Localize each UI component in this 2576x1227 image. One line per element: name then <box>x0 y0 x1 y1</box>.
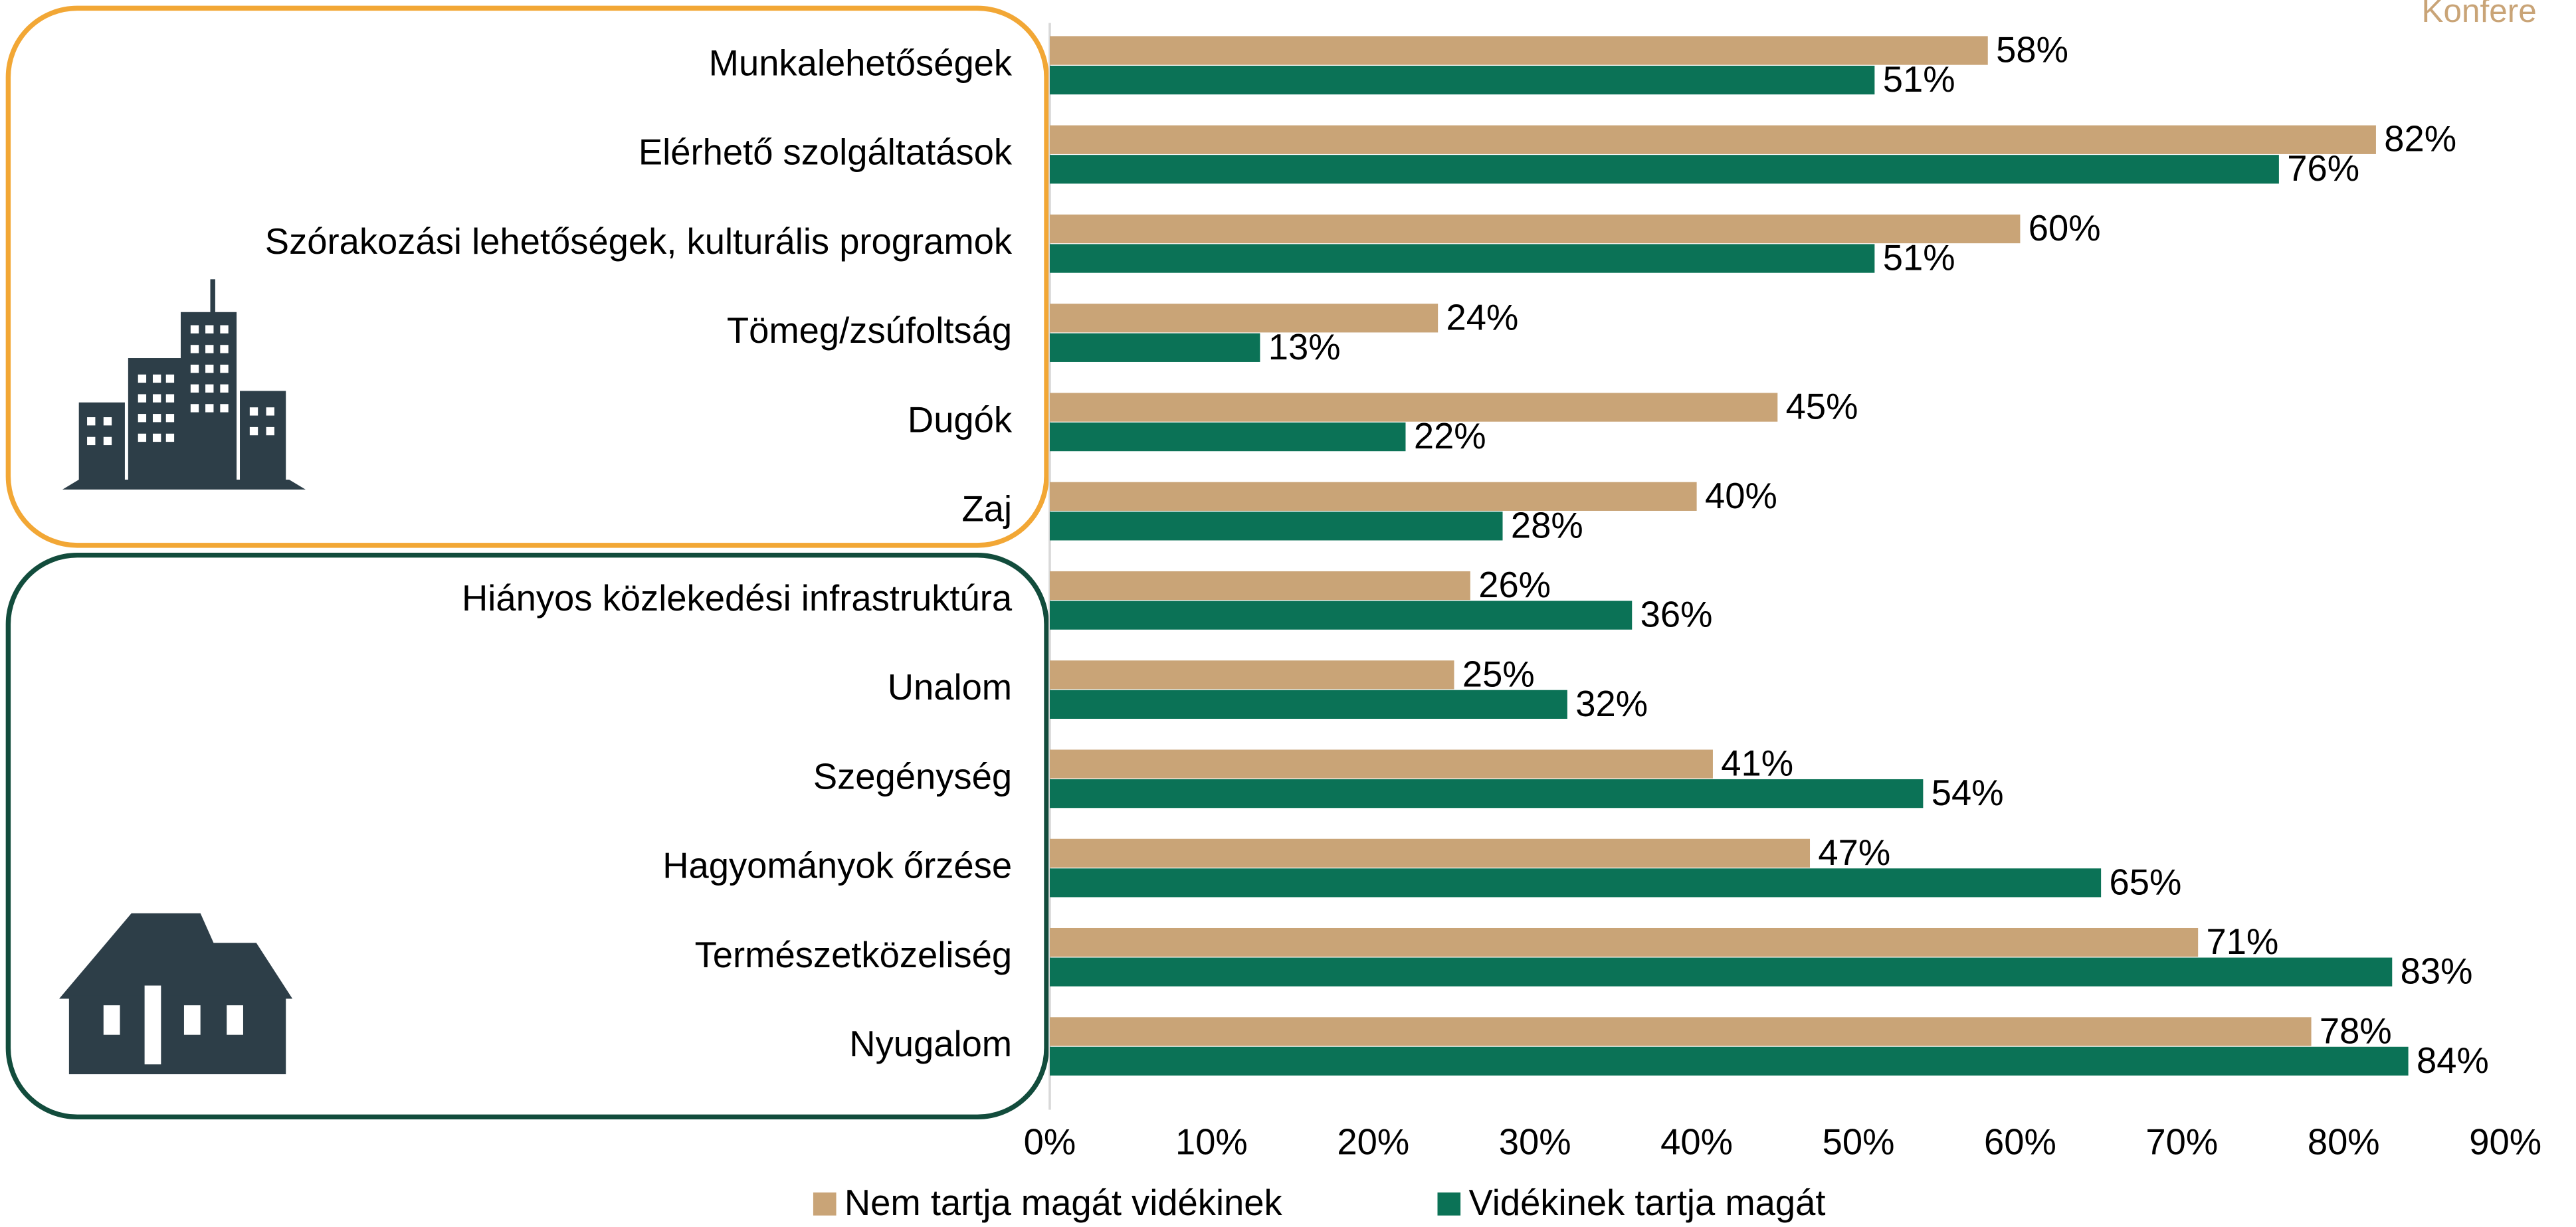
category-label: Dugók <box>908 399 1013 440</box>
bar <box>1049 65 1875 95</box>
value-label: 32% <box>1575 684 1648 724</box>
x-tick-label: 60% <box>1984 1122 2056 1163</box>
value-label: 25% <box>1462 654 1535 694</box>
bar <box>1049 868 2102 897</box>
bar <box>1049 482 1697 511</box>
category-label: Nyugalom <box>849 1024 1012 1064</box>
value-label: 83% <box>2401 951 2473 992</box>
value-label: 28% <box>1511 505 1583 545</box>
value-label: 26% <box>1478 565 1551 605</box>
value-label: 45% <box>1786 387 1858 427</box>
category-label: Munkalehetőségek <box>709 43 1013 83</box>
x-tick-label: 0% <box>1024 1122 1076 1163</box>
bar <box>1049 422 1406 452</box>
legend-label: Vidékinek tartja magát <box>1468 1182 1825 1223</box>
value-label: 58% <box>1996 29 2068 70</box>
legend-swatch <box>1437 1192 1461 1216</box>
value-label: 76% <box>2287 148 2359 189</box>
value-label: 65% <box>2110 862 2182 902</box>
bar <box>1049 601 1633 630</box>
category-label: Zaj <box>962 489 1013 529</box>
legend-swatch <box>813 1192 837 1216</box>
bar <box>1049 1046 2409 1076</box>
value-label: 22% <box>1414 416 1486 456</box>
x-tick-label: 30% <box>1499 1122 1571 1163</box>
value-label: 41% <box>1721 743 1793 784</box>
bar <box>1049 512 1503 541</box>
value-label: 78% <box>2320 1010 2392 1051</box>
bar <box>1049 393 1778 422</box>
category-label: Hiányos közlekedési infrastruktúra <box>462 578 1013 618</box>
category-label: Elérhető szolgáltatások <box>639 132 1013 173</box>
bar <box>1049 155 2279 184</box>
category-label: Tömeg/zsúfoltság <box>727 310 1012 351</box>
x-tick-label: 40% <box>1660 1122 1733 1163</box>
x-tick-label: 70% <box>2145 1122 2218 1163</box>
bar <box>1049 749 1713 779</box>
value-label: 54% <box>1932 773 2004 813</box>
bar <box>1049 571 1470 601</box>
value-label: 84% <box>2417 1040 2489 1081</box>
bar <box>1049 333 1260 362</box>
bar <box>1049 304 1438 333</box>
category-label: Szórakozási lehetőségek, kulturális prog… <box>265 221 1013 262</box>
x-tick-label: 50% <box>1823 1122 1895 1163</box>
value-label: 51% <box>1883 238 1955 278</box>
x-tick-label: 90% <box>2469 1122 2541 1163</box>
category-label: Unalom <box>888 667 1012 708</box>
category-label: Természetközeliség <box>695 935 1012 975</box>
house-icon <box>59 913 293 1075</box>
bar <box>1049 957 2393 987</box>
bar <box>1049 660 1454 690</box>
bar <box>1049 36 1988 65</box>
legend-label: Nem tartja magát vidékinek <box>844 1182 1283 1223</box>
x-tick-label: 20% <box>1337 1122 1409 1163</box>
city-icon <box>62 279 306 490</box>
value-label: 13% <box>1268 327 1341 367</box>
value-label: 47% <box>1818 832 1890 873</box>
x-tick-label: 10% <box>1175 1122 1248 1163</box>
bar <box>1049 838 1811 868</box>
x-tick-label: 80% <box>2308 1122 2380 1163</box>
countryside-box <box>5 553 1049 1120</box>
value-label: 82% <box>2384 119 2456 159</box>
city-box <box>5 5 1049 548</box>
bar <box>1049 927 2199 957</box>
value-label: 60% <box>2029 208 2101 248</box>
category-label: Szegénység <box>813 756 1012 797</box>
value-label: 36% <box>1640 595 1713 635</box>
value-label: 71% <box>2207 921 2279 962</box>
value-label: 24% <box>1446 297 1519 337</box>
value-label: 40% <box>1705 476 1777 516</box>
bar <box>1049 125 2376 154</box>
bar <box>1049 779 1924 808</box>
bar <box>1049 244 1875 273</box>
value-label: 51% <box>1883 59 1955 100</box>
bar <box>1049 214 2021 244</box>
corner-text: Konfere <box>2422 0 2537 29</box>
bar <box>1049 1017 2312 1046</box>
category-label: Hagyományok őrzése <box>662 846 1012 886</box>
bar <box>1049 690 1567 719</box>
